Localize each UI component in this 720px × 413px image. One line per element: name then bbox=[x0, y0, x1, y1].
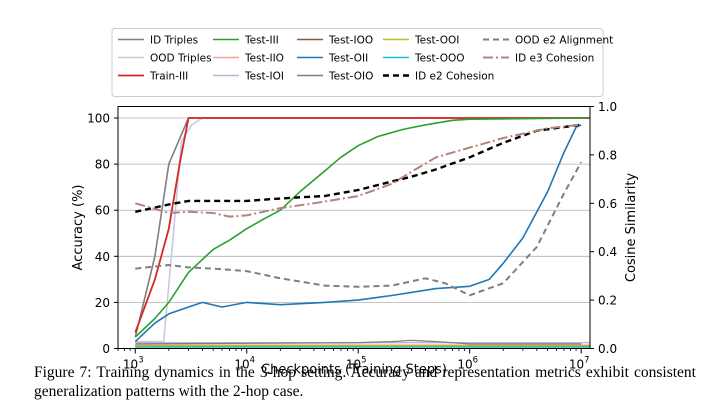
y-axis-right-label: Cosine Similarity bbox=[624, 173, 639, 283]
legend-label-ood-e2-alignment: OOD e2 Alignment bbox=[515, 34, 613, 46]
legend-label-test-ooi: Test-OOI bbox=[414, 34, 459, 46]
x-tick-label: 103 bbox=[123, 356, 144, 372]
y-tick-label: 40 bbox=[95, 250, 110, 264]
y-right-tick-label: 0.2 bbox=[598, 294, 617, 308]
series-line-test-oii bbox=[134, 124, 582, 343]
y-right-tick-label: 0.0 bbox=[598, 342, 617, 356]
series-line-id-triples bbox=[134, 117, 590, 338]
y-right-tick-label: 0.8 bbox=[598, 148, 617, 162]
legend-label-id-triples: ID Triples bbox=[150, 34, 198, 46]
x-tick-label: 104 bbox=[234, 356, 255, 372]
legend: ID Triples OOD Triples Train-III Test-III Te… bbox=[111, 28, 613, 97]
y-tick-label: 100 bbox=[87, 112, 110, 126]
y-tick-label: 80 bbox=[95, 158, 110, 172]
y-tick-label: 60 bbox=[95, 204, 110, 218]
legend-label-ood-triples: OOD Triples bbox=[150, 52, 212, 64]
y-right-tick-label: 1.0 bbox=[598, 100, 617, 114]
series-line-test-oio bbox=[135, 339, 582, 345]
y-tick-label: 0 bbox=[102, 342, 110, 356]
grid-lines bbox=[118, 117, 590, 349]
x-tick-label: 105 bbox=[346, 356, 367, 372]
series-line-ood-triples bbox=[135, 117, 590, 343]
series-line-id-e2-cohesion bbox=[135, 123, 582, 213]
legend-label-test-ooo: Test-OOO bbox=[414, 52, 465, 64]
x-tick-label: 107 bbox=[569, 356, 590, 372]
series-line-test-iii bbox=[134, 117, 591, 338]
y-right-tick-label: 0.4 bbox=[598, 245, 617, 259]
y-right-tick-label: 0.6 bbox=[598, 197, 617, 211]
series-line-id-e3-cohesion bbox=[135, 123, 582, 218]
axes: 0 20 40 60 80 100 0.0 0.2 0.4 0.6 0.8 1.0 103 104 105 1… bbox=[87, 100, 617, 372]
legend-box bbox=[111, 28, 604, 97]
series-line-ood-e2-alignment bbox=[135, 161, 583, 297]
plot-frame bbox=[117, 106, 591, 349]
legend-label-test-ioo: Test-IOO bbox=[328, 34, 373, 46]
series-line-train-iii bbox=[134, 117, 590, 333]
legend-label-id-e3-cohesion: ID e3 Cohesion bbox=[515, 52, 594, 64]
x-axis-label: Checkpoints (Training Steps) bbox=[261, 363, 447, 378]
legend-label-test-ioi: Test-IOI bbox=[244, 70, 284, 82]
legend-label-train-iii: Train-III bbox=[149, 70, 188, 82]
y-axis-label: Accuracy (%) bbox=[71, 185, 86, 271]
legend-label-id-e2-cohesion: ID e2 Cohesion bbox=[415, 70, 494, 82]
legend-label-test-iio: Test-IIO bbox=[244, 52, 284, 64]
series-lines bbox=[134, 117, 591, 348]
x-tick-label: 106 bbox=[457, 356, 478, 372]
legend-label-test-oio: Test-OIO bbox=[328, 70, 373, 82]
y-tick-label: 20 bbox=[95, 296, 110, 310]
figure-caption: Figure 7: Training dynamics in the 3-hop… bbox=[34, 364, 696, 400]
legend-label-test-oii: Test-OII bbox=[328, 52, 368, 64]
legend-label-test-iii: Test-III bbox=[244, 34, 279, 46]
